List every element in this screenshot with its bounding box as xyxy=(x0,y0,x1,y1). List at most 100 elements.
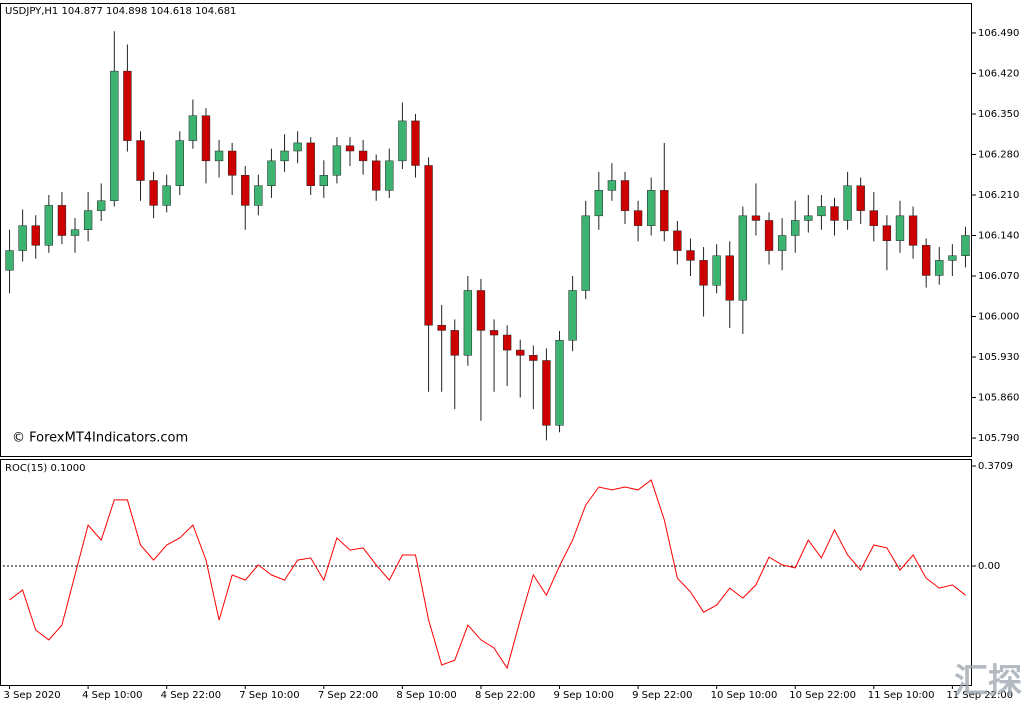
x-tick-label: 8 Sep 22:00 xyxy=(475,690,535,701)
candle-body xyxy=(476,290,486,331)
roc-line xyxy=(9,479,966,670)
candle-body xyxy=(699,260,708,286)
candle-body xyxy=(725,255,734,301)
candle-body xyxy=(607,180,617,191)
x-tick-label: 9 Sep 10:00 xyxy=(554,690,614,701)
candle-body xyxy=(948,255,957,261)
x-tick-label: 9 Sep 22:00 xyxy=(632,690,692,701)
candle-body xyxy=(319,175,328,186)
candle-body xyxy=(489,330,499,336)
candle-body xyxy=(372,160,381,191)
candle-body xyxy=(895,215,905,241)
candle-body xyxy=(843,185,852,221)
candle-body xyxy=(529,355,538,361)
x-tick-label: 8 Sep 10:00 xyxy=(396,690,456,701)
candle-body xyxy=(227,150,237,176)
x-tick-label: 10 Sep 22:00 xyxy=(789,690,856,701)
candle-body xyxy=(869,210,878,226)
candle-body xyxy=(267,160,276,186)
candle-body xyxy=(620,180,630,211)
candle-body xyxy=(188,115,198,141)
candle-body xyxy=(70,229,80,236)
x-tick-label: 7 Sep 22:00 xyxy=(318,690,378,701)
candle-body xyxy=(110,70,119,202)
candle-body xyxy=(673,230,682,251)
candle-body xyxy=(633,210,643,226)
candle-body xyxy=(306,142,315,186)
candle-body xyxy=(908,215,918,246)
candle-body xyxy=(804,215,813,221)
watermark: 汇探网 xyxy=(954,662,1024,702)
candle-body xyxy=(83,210,93,230)
candle-body xyxy=(830,206,839,221)
candle-body xyxy=(791,220,800,236)
candle-body xyxy=(935,260,944,276)
candle-body xyxy=(31,225,40,246)
x-tick-label: 3 Sep 2020 xyxy=(4,690,61,701)
candle-body xyxy=(280,150,289,162)
candle-body xyxy=(437,324,446,331)
y-tick-label: 106.350 xyxy=(978,109,1019,120)
y-tick-label: 106.490 xyxy=(978,28,1019,39)
candle-body xyxy=(581,215,590,291)
candle-body xyxy=(201,115,211,162)
candle-body xyxy=(516,349,525,356)
chart-title: USDJPY,H1 104.877 104.898 104.618 104.68… xyxy=(5,6,236,17)
y2-tick-label: 0.00 xyxy=(978,561,1000,572)
x-tick-label: 4 Sep 22:00 xyxy=(161,690,221,701)
candle-body xyxy=(856,185,865,211)
candle-body xyxy=(136,140,145,181)
copyright: © ForexMT4Indicators.com xyxy=(12,431,188,446)
candle-body xyxy=(358,150,368,162)
candle-body xyxy=(712,255,721,286)
y-tick-label: 106.210 xyxy=(978,190,1019,201)
candle-body xyxy=(450,330,459,356)
candle-body xyxy=(214,150,224,162)
candle-body xyxy=(764,220,774,251)
candle-body xyxy=(385,160,394,191)
x-tick-label: 11 Sep 10:00 xyxy=(868,690,935,701)
candle-body xyxy=(18,225,27,251)
candle-body xyxy=(293,142,302,152)
candle-body xyxy=(5,250,14,271)
x-tick-label: 11 Sep 22:00 xyxy=(946,690,1013,701)
candle-body xyxy=(424,165,433,326)
y-tick-label: 106.070 xyxy=(978,271,1019,282)
candle-body xyxy=(241,175,250,206)
y-tick-label: 106.420 xyxy=(978,68,1019,79)
y-tick-label: 106.000 xyxy=(978,312,1019,323)
roc-panel xyxy=(0,459,972,686)
candle-body xyxy=(542,360,551,426)
candle-body xyxy=(175,140,184,186)
candle-body xyxy=(686,250,695,261)
candle-body xyxy=(345,145,355,152)
candle-body xyxy=(738,215,748,301)
candle-body xyxy=(398,120,407,162)
candle-body xyxy=(660,190,669,232)
candle-body xyxy=(502,334,512,351)
candle-body xyxy=(555,340,564,426)
main-panel xyxy=(0,3,972,457)
candle-body xyxy=(411,120,420,166)
x-tick-label: 4 Sep 10:00 xyxy=(82,690,142,701)
candle-body xyxy=(751,215,761,221)
candle-body xyxy=(332,145,342,176)
candle-body xyxy=(961,235,970,257)
y2-tick-label: 0.3709 xyxy=(978,461,1013,472)
candle-body xyxy=(97,200,106,211)
candle-body xyxy=(149,180,158,206)
candle-body xyxy=(882,225,892,241)
y-tick-label: 105.930 xyxy=(978,352,1019,363)
candle-body xyxy=(817,206,826,217)
candle-body xyxy=(162,185,171,206)
y-tick-label: 106.280 xyxy=(978,149,1019,160)
y-tick-label: 105.860 xyxy=(978,393,1019,404)
candle-body xyxy=(57,205,67,236)
y-tick-label: 106.140 xyxy=(978,230,1019,241)
candle-body xyxy=(647,190,656,226)
roc-title: ROC(15) 0.1000 xyxy=(5,463,86,474)
y-tick-label: 105.790 xyxy=(978,433,1019,444)
candle-body xyxy=(594,190,603,217)
candle-body xyxy=(777,235,787,251)
